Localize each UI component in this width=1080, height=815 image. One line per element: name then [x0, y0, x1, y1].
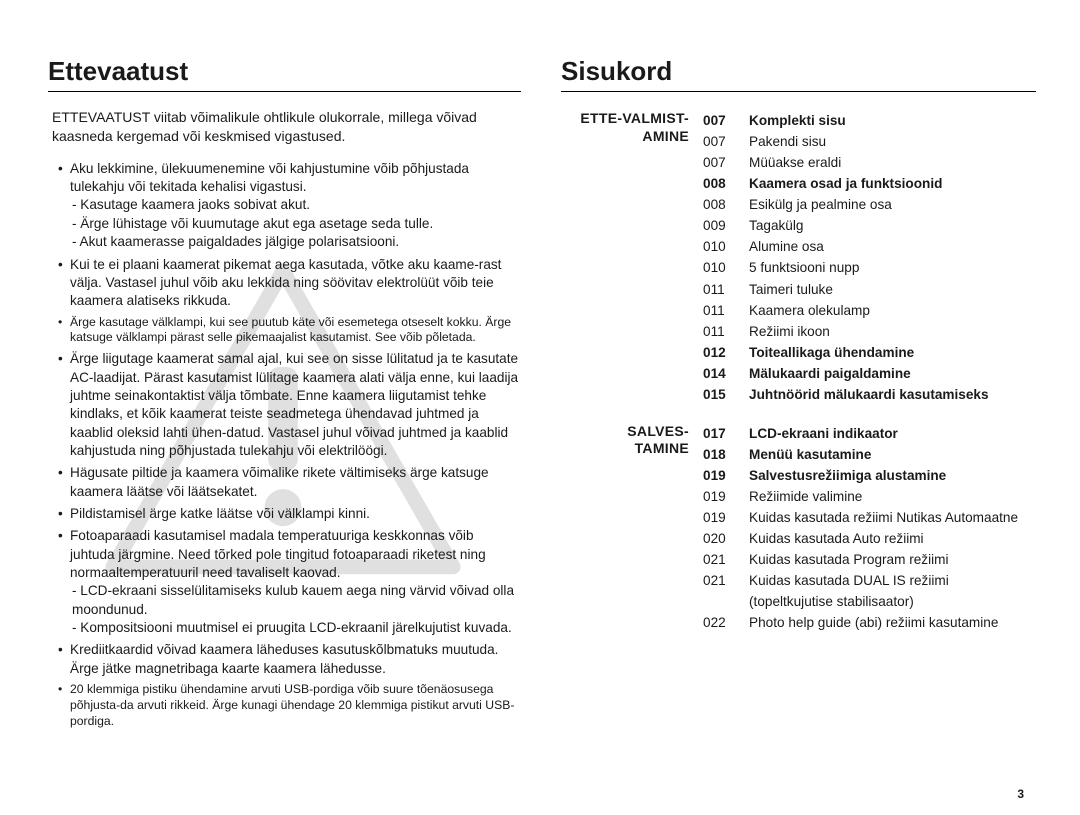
- toc-page: 007: [703, 152, 733, 173]
- toc-row: 021 Kuidas kasutada DUAL IS režiimi (tope…: [703, 570, 1036, 612]
- toc-row: 009 Tagakülg: [703, 215, 1036, 236]
- toc-row: 008 Kaamera osad ja funktsioonid: [703, 173, 1036, 194]
- toc-title: Toiteallikaga ühendamine: [749, 342, 1036, 363]
- toc-page: 007: [703, 110, 733, 131]
- toc-page: 014: [703, 363, 733, 384]
- toc-row: 008 Esikülg ja pealmine osa: [703, 194, 1036, 215]
- caution-subline: - LCD-ekraani sisselülitamiseks kulub ka…: [70, 582, 521, 619]
- toc-page: 009: [703, 215, 733, 236]
- toc-row: 020 Kuidas kasutada Auto režiimi: [703, 528, 1036, 549]
- caution-item: Hägusate piltide ja kaamera võimalike ri…: [60, 464, 521, 501]
- toc-section-label: SALVES-TAMINE: [561, 423, 689, 458]
- toc-title: Komplekti sisu: [749, 110, 1036, 131]
- toc-title: Photo help guide (abi) režiimi kasutamin…: [749, 612, 1036, 633]
- toc-row: 011 Kaamera olekulamp: [703, 300, 1036, 321]
- left-title: Ettevaatust: [48, 56, 521, 92]
- toc-title: Müüakse eraldi: [749, 152, 1036, 173]
- toc-row: 010 Alumine osa: [703, 236, 1036, 257]
- toc-title: Kaamera olekulamp: [749, 300, 1036, 321]
- toc-row: 012 Toiteallikaga ühendamine: [703, 342, 1036, 363]
- toc-row: 007 Pakendi sisu: [703, 131, 1036, 152]
- caution-subline: - Kompositsiooni muutmisel ei pruugita L…: [70, 619, 521, 637]
- caution-item: Aku lekkimine, ülekuumenemine või kahjus…: [60, 160, 521, 252]
- toc-row: 022 Photo help guide (abi) režiimi kasuta…: [703, 612, 1036, 633]
- toc-title: Kaamera osad ja funktsioonid: [749, 173, 1036, 194]
- toc-title: Kuidas kasutada Auto režiimi: [749, 528, 1036, 549]
- toc-page: 011: [703, 321, 733, 342]
- toc-title: Pakendi sisu: [749, 131, 1036, 152]
- toc-page: 008: [703, 173, 733, 194]
- column-left: Ettevaatust ETTEVAATUST viitab võimaliku…: [48, 56, 521, 734]
- toc-title: Kuidas kasutada DUAL IS režiimi (topeltk…: [749, 570, 1036, 612]
- toc-row: 017 LCD-ekraani indikaator: [703, 423, 1036, 444]
- toc-page: 008: [703, 194, 733, 215]
- toc-row: 019 Salvestusrežiimiga alustamine: [703, 465, 1036, 486]
- caution-item: Ärge kasutage välklampi, kui see puutub …: [60, 315, 521, 347]
- toc-title: Tagakülg: [749, 215, 1036, 236]
- toc-title: Kuidas kasutada Program režiimi: [749, 549, 1036, 570]
- toc-row: 021 Kuidas kasutada Program režiimi: [703, 549, 1036, 570]
- toc-page: 021: [703, 570, 733, 612]
- toc-page: 015: [703, 384, 733, 405]
- toc-row: 010 5 funktsiooni nupp: [703, 257, 1036, 278]
- toc-section-label: ETTE-VALMIST-AMINE: [561, 110, 689, 145]
- toc-row: 019 Režiimide valimine: [703, 486, 1036, 507]
- toc-page: 011: [703, 300, 733, 321]
- toc-row: 011 Taimeri tuluke: [703, 279, 1036, 300]
- caution-item: Krediitkaardid võivad kaamera läheduses …: [60, 641, 521, 678]
- toc-page: 018: [703, 444, 733, 465]
- caution-item: Pildistamisel ärge katke läätse või välk…: [60, 505, 521, 523]
- caution-subline: - Ärge lühistage või kuumutage akut ega …: [70, 215, 521, 233]
- toc-page: 011: [703, 279, 733, 300]
- toc-title: Režiimide valimine: [749, 486, 1036, 507]
- toc-page: 022: [703, 612, 733, 633]
- toc-row: 015 Juhtnöörid mälukaardi kasutamiseks: [703, 384, 1036, 405]
- toc-row: 011 Režiimi ikoon: [703, 321, 1036, 342]
- column-right: Sisukord ETTE-VALMIST-AMINE 007 Komplekti …: [561, 56, 1036, 734]
- toc-title: Režiimi ikoon: [749, 321, 1036, 342]
- toc-page: 019: [703, 465, 733, 486]
- toc-title: Esikülg ja pealmine osa: [749, 194, 1036, 215]
- toc-row: 007 Müüakse eraldi: [703, 152, 1036, 173]
- toc-page: 010: [703, 257, 733, 278]
- caution-item: Kui te ei plaani kaamerat pikemat aega k…: [60, 256, 521, 311]
- toc-title: 5 funktsiooni nupp: [749, 257, 1036, 278]
- toc-page: 017: [703, 423, 733, 444]
- right-title: Sisukord: [561, 56, 1036, 92]
- toc-title: Kuidas kasutada režiimi Nutikas Automaat…: [749, 507, 1036, 528]
- toc-title: Alumine osa: [749, 236, 1036, 257]
- toc-page: 019: [703, 507, 733, 528]
- toc-title: Mälukaardi paigaldamine: [749, 363, 1036, 384]
- caution-item: 20 klemmiga pistiku ühendamine arvuti US…: [60, 682, 521, 730]
- toc-row: 007 Komplekti sisu: [703, 110, 1036, 131]
- toc-title: Juhtnöörid mälukaardi kasutamiseks: [749, 384, 1036, 405]
- toc-row: 018 Menüü kasutamine: [703, 444, 1036, 465]
- toc-row: 019 Kuidas kasutada režiimi Nutikas Autom…: [703, 507, 1036, 528]
- caution-subline: - Kasutage kaamera jaoks sobivat akut.: [70, 196, 521, 214]
- page-number: 3: [1017, 787, 1024, 801]
- toc-title: Menüü kasutamine: [749, 444, 1036, 465]
- caution-item: Ärge liigutage kaamerat samal ajal, kui …: [60, 350, 521, 460]
- caution-subline: - Akut kaamerasse paigaldades jälgige po…: [70, 233, 521, 251]
- toc-row: 014 Mälukaardi paigaldamine: [703, 363, 1036, 384]
- toc-page: 021: [703, 549, 733, 570]
- toc-section: ETTE-VALMIST-AMINE 007 Komplekti sisu 007 Pa…: [561, 110, 1036, 405]
- toc-title: Salvestusrežiimiga alustamine: [749, 465, 1036, 486]
- toc: ETTE-VALMIST-AMINE 007 Komplekti sisu 007 Pa…: [561, 110, 1036, 634]
- toc-page: 012: [703, 342, 733, 363]
- toc-title: Taimeri tuluke: [749, 279, 1036, 300]
- caution-list: Aku lekkimine, ülekuumenemine või kahjus…: [60, 160, 521, 730]
- toc-page: 010: [703, 236, 733, 257]
- caution-item: Fotoaparaadi kasutamisel madala temperat…: [60, 527, 521, 637]
- toc-section: SALVES-TAMINE017LCD-ekraani indikaator01…: [561, 423, 1036, 634]
- toc-page: 007: [703, 131, 733, 152]
- left-intro: ETTEVAATUST viitab võimalikule ohtlikule…: [52, 108, 521, 146]
- toc-page: 020: [703, 528, 733, 549]
- toc-title: LCD-ekraani indikaator: [749, 423, 1036, 444]
- toc-page: 019: [703, 486, 733, 507]
